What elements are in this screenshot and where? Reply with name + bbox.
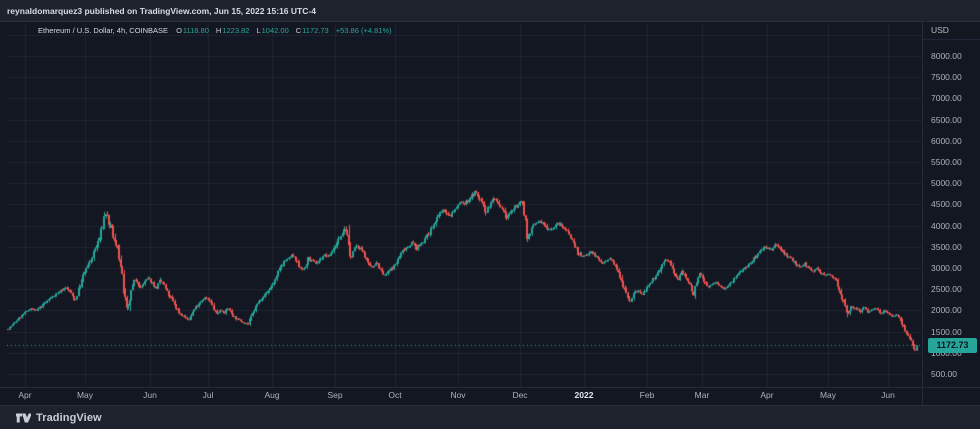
time-tick-label: Jul xyxy=(202,390,214,400)
price-tick-label: 5000.00 xyxy=(931,178,962,189)
attribution-bar: reynaldomarquez3 published on TradingVie… xyxy=(0,0,980,22)
time-tick-label: May xyxy=(76,390,94,400)
ohlc-o: O1118.80 xyxy=(176,26,209,35)
price-tick-label: 7500.00 xyxy=(931,72,962,83)
price-tick-label: 2000.00 xyxy=(931,305,962,316)
time-tick-label: Sep xyxy=(327,390,343,400)
time-tick-label: Feb xyxy=(639,390,655,400)
time-axis-separator xyxy=(0,387,980,388)
price-axis[interactable]: USD 8000.00 7500.00 7000.00 6500.00 6000.00 5… xyxy=(923,22,980,387)
tradingview-logo-icon xyxy=(16,413,31,422)
symbol-title[interactable]: Ethereum / U.S. Dollar, 4h, COINBASE xyxy=(38,26,169,35)
attribution-text: reynaldomarquez3 published on TradingVie… xyxy=(7,5,316,16)
time-axis[interactable]: Apr May Jun Jul Aug Sep Oct Nov Dec 2022 Feb Mar Apr… xyxy=(0,388,980,404)
time-tick-label: Jun xyxy=(143,390,157,400)
time-tick-label: Oct xyxy=(388,390,402,400)
time-tick-label: Dec xyxy=(512,390,528,400)
price-axis-unit: USD xyxy=(931,25,949,35)
last-price-tag: 1172.73 xyxy=(928,337,977,353)
price-tick-label: 4500.00 xyxy=(931,199,962,210)
price-tick-label: 6500.00 xyxy=(931,114,962,125)
price-axis-separator xyxy=(922,22,923,405)
time-tick-label: Jun xyxy=(881,390,895,400)
price-tick-label: 2500.00 xyxy=(931,284,962,295)
price-tick-label: 7000.00 xyxy=(931,93,962,104)
price-axis-unit-separator xyxy=(923,39,980,40)
time-tick-label: Nov xyxy=(450,390,466,400)
time-tick-label: Apr xyxy=(18,390,32,400)
price-tick-label: 3500.00 xyxy=(931,241,962,252)
time-tick-label: Mar xyxy=(694,390,710,400)
price-tick-label: 1500.00 xyxy=(931,326,962,337)
footer-bar: TradingView xyxy=(0,405,980,429)
price-tick-label: 500.00 xyxy=(931,369,957,379)
price-tick-label: 6000.00 xyxy=(931,135,962,146)
time-tick-label: Apr xyxy=(760,390,774,400)
time-tick-label: 2022 xyxy=(574,390,594,400)
time-tick-label: May xyxy=(819,390,837,400)
price-tick-label: 8000.00 xyxy=(931,51,962,61)
candlestick-chart[interactable] xyxy=(7,24,922,387)
tradingview-logo[interactable]: TradingView xyxy=(15,412,102,424)
price-tick-label: 4000.00 xyxy=(931,220,962,231)
ohlc-c: C1172.73 xyxy=(295,26,329,35)
price-tick-label: 5500.00 xyxy=(931,157,962,167)
time-tick-label: Aug xyxy=(264,390,280,400)
price-tick-label: 3000.00 xyxy=(931,263,962,273)
ohlc-l: L1042.00 xyxy=(256,26,289,35)
chart-legend: Ethereum / U.S. Dollar, 4h, COINBASE O111… xyxy=(38,26,392,36)
price-change: +53.86 (+4.81%) xyxy=(335,26,392,35)
ohlc-values: O1118.80 H1223.82 L1042.00 C1172.73 xyxy=(176,26,336,35)
ohlc-h: H1223.82 xyxy=(215,26,250,35)
brand-name: TradingView xyxy=(36,411,102,424)
